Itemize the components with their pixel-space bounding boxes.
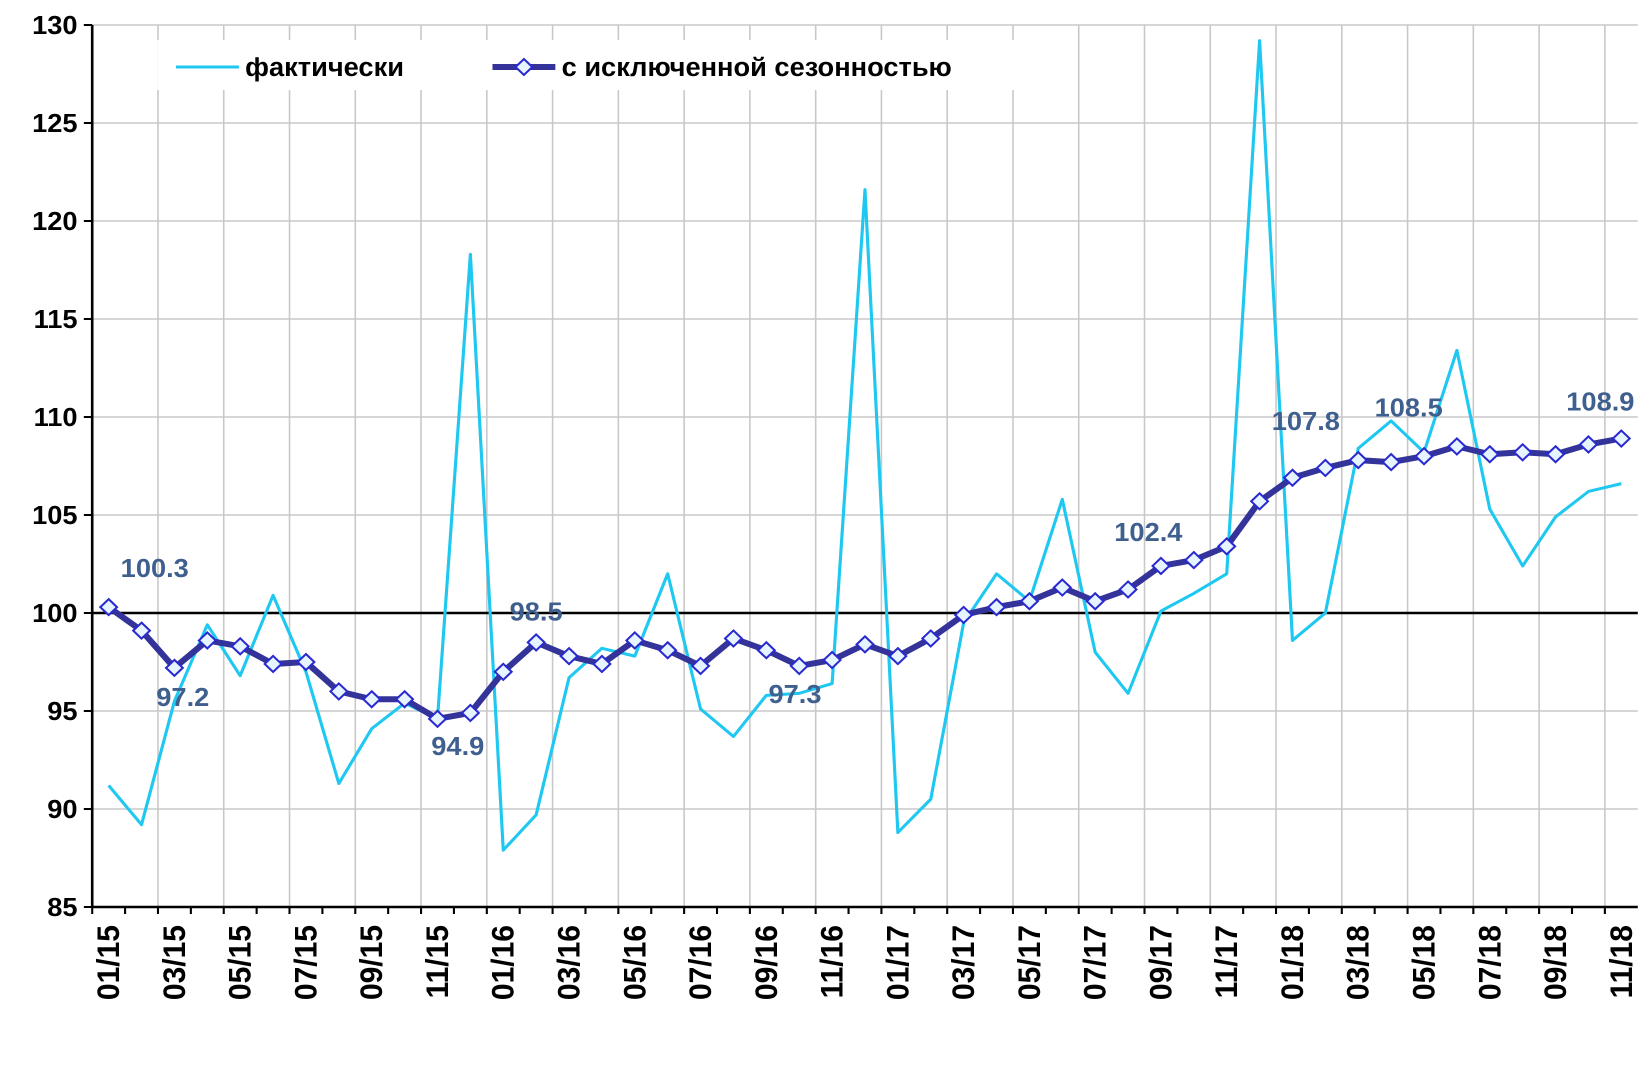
data-point bbox=[427, 709, 448, 729]
data-point bbox=[1151, 556, 1171, 576]
x-tick-label: 05/18 bbox=[1406, 925, 1442, 1000]
data-label: 97.2 bbox=[156, 682, 209, 711]
data-point bbox=[460, 703, 481, 723]
data-label: 102.4 bbox=[1114, 518, 1182, 547]
data-point bbox=[690, 656, 711, 676]
data-label: 94.9 bbox=[431, 732, 484, 761]
data-point bbox=[1578, 435, 1599, 454]
data-point bbox=[789, 656, 810, 676]
data-point bbox=[1512, 442, 1533, 462]
y-tick-label: 115 bbox=[34, 305, 78, 334]
data-point bbox=[230, 636, 251, 656]
x-tick-label: 09/15 bbox=[354, 925, 390, 1000]
data-point bbox=[98, 597, 119, 617]
x-tick-label: 05/16 bbox=[617, 925, 653, 1000]
data-point bbox=[723, 629, 744, 648]
x-tick-label: 01/17 bbox=[880, 925, 916, 1000]
data-point bbox=[756, 640, 777, 660]
x-tick-label: 03/18 bbox=[1340, 925, 1376, 1000]
x-tick-label: 01/16 bbox=[485, 925, 521, 1000]
data-point bbox=[394, 689, 415, 709]
data-point bbox=[855, 634, 875, 654]
y-tick-label: 95 bbox=[47, 697, 77, 726]
x-tick-label: 11/16 bbox=[814, 925, 850, 998]
data-point bbox=[1216, 536, 1237, 556]
data-point bbox=[920, 629, 941, 648]
legend-label: фактически bbox=[245, 53, 404, 82]
legend-label: с исключенной сезонностью bbox=[562, 53, 952, 82]
data-label: 108.5 bbox=[1375, 393, 1443, 422]
data-point bbox=[1052, 578, 1073, 597]
x-tick-label: 03/16 bbox=[551, 925, 587, 1000]
x-tick-label: 09/17 bbox=[1143, 925, 1179, 1000]
y-tick-label: 110 bbox=[34, 403, 78, 432]
data-point bbox=[1479, 444, 1500, 464]
x-tick-label: 09/16 bbox=[748, 925, 784, 1000]
data-point bbox=[1183, 550, 1204, 570]
data-point bbox=[263, 654, 283, 674]
y-tick-label: 120 bbox=[32, 207, 77, 236]
data-label: 98.5 bbox=[510, 597, 563, 626]
y-tick-label: 130 bbox=[32, 11, 77, 40]
data-point bbox=[1085, 591, 1106, 611]
x-tick-label: 05/15 bbox=[222, 925, 258, 1000]
data-point bbox=[1019, 591, 1040, 611]
x-tick-label: 11/15 bbox=[419, 925, 455, 998]
data-point bbox=[197, 631, 218, 650]
x-tick-label: 07/17 bbox=[1077, 925, 1113, 1000]
y-tick-label: 100 bbox=[32, 599, 77, 628]
data-label: 97.3 bbox=[769, 679, 822, 708]
data-point bbox=[1381, 452, 1401, 472]
data-point bbox=[1249, 491, 1270, 511]
data-point bbox=[493, 662, 514, 682]
data-point bbox=[1414, 446, 1434, 466]
data-point bbox=[164, 658, 185, 678]
x-tick-label: 07/16 bbox=[682, 925, 718, 1000]
x-tick-label: 09/18 bbox=[1537, 925, 1573, 1000]
data-point bbox=[1545, 444, 1566, 464]
x-tick-label: 01/15 bbox=[90, 925, 126, 1000]
legend-background bbox=[157, 40, 1059, 90]
data-point bbox=[657, 640, 678, 660]
x-tick-label: 11/18 bbox=[1603, 925, 1639, 998]
data-point bbox=[986, 597, 1007, 617]
data-point bbox=[131, 621, 152, 641]
x-tick-label: 07/15 bbox=[288, 925, 324, 1000]
x-tick-label: 05/17 bbox=[1011, 925, 1047, 1000]
y-tick-label: 105 bbox=[32, 501, 78, 530]
x-tick-label: 03/15 bbox=[156, 925, 192, 1000]
data-point bbox=[592, 654, 612, 674]
x-tick-label: 03/17 bbox=[945, 925, 981, 1000]
x-tick-label: 07/18 bbox=[1472, 925, 1508, 1000]
data-point bbox=[328, 681, 349, 701]
data-point bbox=[1611, 429, 1632, 448]
data-point bbox=[822, 650, 842, 670]
legend-marker bbox=[514, 57, 534, 77]
data-point bbox=[1348, 450, 1369, 470]
x-tick-label: 11/17 bbox=[1209, 925, 1245, 998]
y-tick-label: 125 bbox=[32, 109, 78, 138]
data-point bbox=[624, 631, 645, 650]
x-tick-label: 01/18 bbox=[1274, 925, 1310, 1000]
data-label: 108.9 bbox=[1566, 387, 1634, 416]
series-line bbox=[107, 39, 1622, 852]
legend: фактически с исключенной сезонностью bbox=[176, 53, 952, 82]
data-point bbox=[888, 646, 908, 666]
data-point bbox=[526, 632, 547, 652]
data-label: 100.3 bbox=[121, 554, 189, 583]
data-label: 107.8 bbox=[1272, 407, 1340, 436]
data-point bbox=[1118, 580, 1138, 599]
data-point bbox=[1447, 436, 1467, 456]
data-point bbox=[1282, 468, 1303, 488]
data-point bbox=[953, 605, 974, 625]
y-tick-label: 90 bbox=[47, 795, 77, 824]
data-point bbox=[559, 646, 579, 666]
y-tick-label: 85 bbox=[47, 893, 77, 922]
data-point bbox=[1315, 458, 1336, 478]
data-point bbox=[296, 652, 316, 672]
data-point bbox=[361, 689, 382, 709]
